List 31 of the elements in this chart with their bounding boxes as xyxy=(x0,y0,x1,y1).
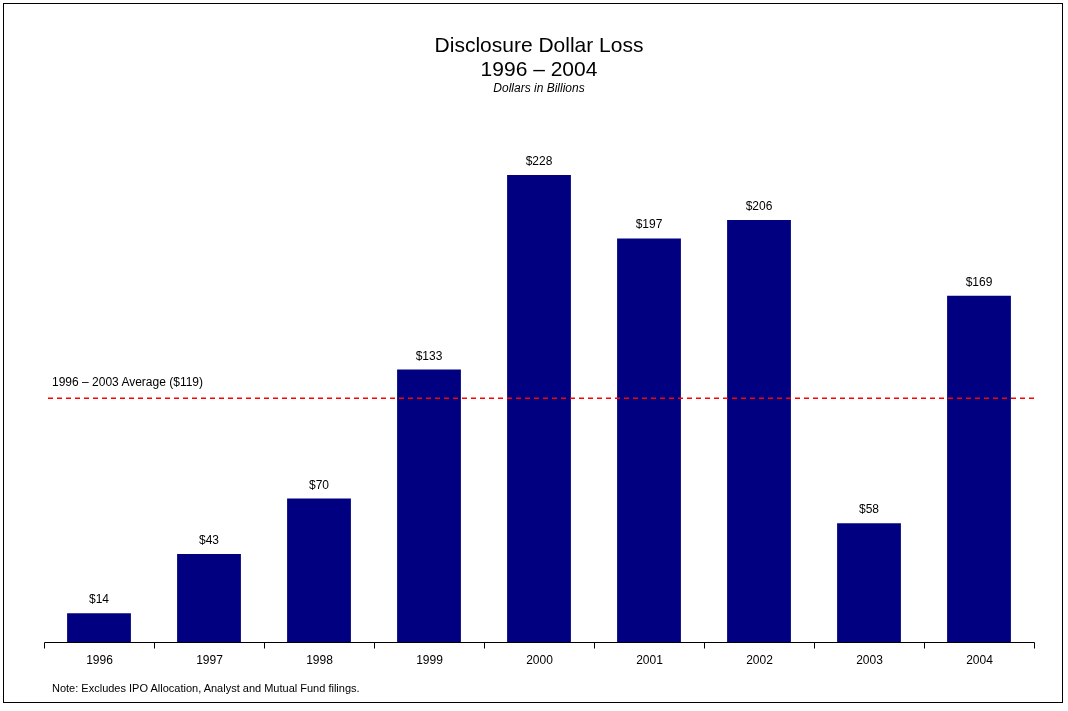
x-tick-label: 1996 xyxy=(86,652,114,667)
chart-subtitle: Dollars in Billions xyxy=(493,81,585,95)
data-label: $169 xyxy=(965,274,993,289)
bar xyxy=(727,220,791,642)
bar xyxy=(947,295,1011,642)
x-tick-label: 2004 xyxy=(966,652,994,667)
data-label: $197 xyxy=(635,217,663,232)
bar xyxy=(617,238,681,642)
bar xyxy=(287,498,351,642)
x-tick-label: 1999 xyxy=(416,652,444,667)
data-label: $70 xyxy=(308,477,330,492)
data-label: $43 xyxy=(198,532,220,547)
data-label: $206 xyxy=(745,199,773,214)
bar xyxy=(507,175,571,642)
x-tick-label: 2003 xyxy=(856,652,884,667)
x-tick-label: 2002 xyxy=(746,652,774,667)
chart-title: Disclosure Dollar Loss 1996 – 2004 xyxy=(434,33,644,80)
bar xyxy=(67,613,131,642)
data-label: $58 xyxy=(858,502,880,517)
ref-line-label: 1996 – 2003 Average ($119) xyxy=(52,375,204,390)
data-label: $228 xyxy=(525,154,553,168)
x-tick-label: 2000 xyxy=(526,652,554,667)
x-tick-label: 1998 xyxy=(306,652,334,667)
data-label: $14 xyxy=(88,592,110,607)
bar xyxy=(397,369,461,642)
bar xyxy=(837,523,901,642)
x-tick-label: 2001 xyxy=(636,652,664,667)
x-tick-label: 1997 xyxy=(196,652,224,667)
bar xyxy=(177,553,241,642)
data-label: $133 xyxy=(415,348,443,363)
text: Note: Excludes IPO Allocation, Analyst and Mutual Fund filings. xyxy=(52,682,360,694)
